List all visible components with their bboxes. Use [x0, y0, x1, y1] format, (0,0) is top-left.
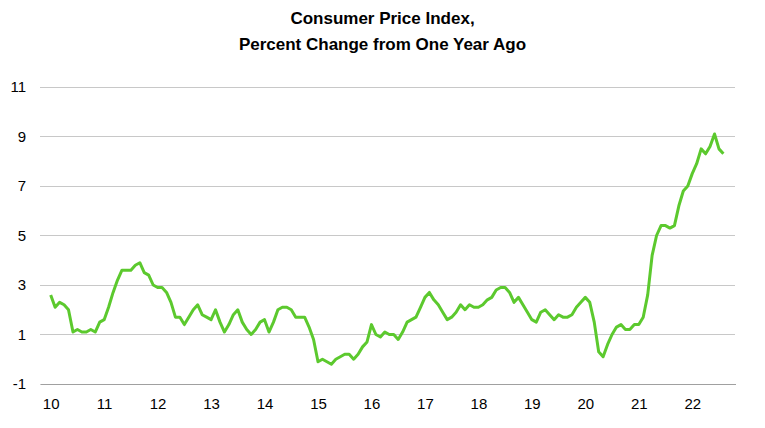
x-tick-label: 15 — [310, 395, 327, 412]
x-tick: 21 — [631, 384, 648, 412]
grid-line — [40, 136, 735, 137]
y-tick-label: 3 — [18, 276, 26, 293]
x-tick-label: 17 — [417, 395, 434, 412]
x-tick-label: 20 — [577, 395, 594, 412]
grid-line — [40, 285, 735, 286]
y-tick-label: 1 — [18, 326, 26, 343]
y-tick-label: 5 — [18, 227, 26, 244]
y-tick: 5 — [18, 227, 40, 244]
y-tick: 7 — [18, 177, 40, 194]
x-tick-label: 13 — [203, 395, 220, 412]
y-tick: 3 — [18, 276, 40, 293]
x-tick: 10 — [43, 384, 60, 412]
subtitle: Percent Change from One Year Ago — [239, 35, 526, 54]
y-tick-label: -1 — [13, 375, 26, 392]
x-tick-label: 22 — [684, 395, 701, 412]
y-tick-label: 11 — [10, 78, 26, 95]
grid-line — [40, 87, 735, 88]
title: Consumer Price Index, — [290, 9, 474, 28]
x-tick: 11 — [97, 384, 113, 412]
x-tick-label: 14 — [257, 395, 274, 412]
x-tick: 12 — [150, 384, 167, 412]
x-tick-label: 21 — [631, 395, 648, 412]
x-tick-label: 19 — [524, 395, 541, 412]
series-line — [51, 134, 724, 364]
y-tick-label: 9 — [18, 128, 26, 145]
y-tick: 11 — [10, 78, 40, 95]
y-tick: 1 — [18, 326, 40, 343]
x-tick-label: 10 — [43, 395, 60, 412]
x-tick: 19 — [524, 384, 541, 412]
x-tick: 20 — [577, 384, 594, 412]
x-tick: 15 — [310, 384, 327, 412]
y-axis-line — [40, 88, 41, 385]
x-tick-label: 18 — [471, 395, 488, 412]
grid-line — [40, 384, 735, 385]
y-tick-label: 7 — [18, 177, 26, 194]
y-tick: 9 — [18, 128, 40, 145]
x-tick-label: 16 — [364, 395, 381, 412]
grid-line — [40, 186, 735, 187]
x-tick: 16 — [364, 384, 381, 412]
grid — [40, 87, 735, 384]
x-tick: 17 — [417, 384, 434, 412]
x-tick-label: 11 — [97, 395, 113, 412]
plot-area — [51, 134, 724, 364]
x-axis: 10 11 12 13 14 15 16 17 18 19 20 21 22 — [41, 384, 736, 412]
grid-line — [40, 235, 735, 236]
x-axis-line — [41, 384, 736, 385]
x-tick: 13 — [203, 384, 220, 412]
chart: Consumer Price Index, Percent Change from… — [0, 0, 765, 428]
x-tick: 14 — [257, 384, 274, 412]
x-tick: 18 — [471, 384, 488, 412]
y-axis: -1 1 3 5 7 9 11 — [10, 78, 40, 392]
x-tick-label: 12 — [150, 395, 167, 412]
x-tick: 22 — [684, 384, 701, 412]
y-tick: -1 — [13, 375, 40, 392]
